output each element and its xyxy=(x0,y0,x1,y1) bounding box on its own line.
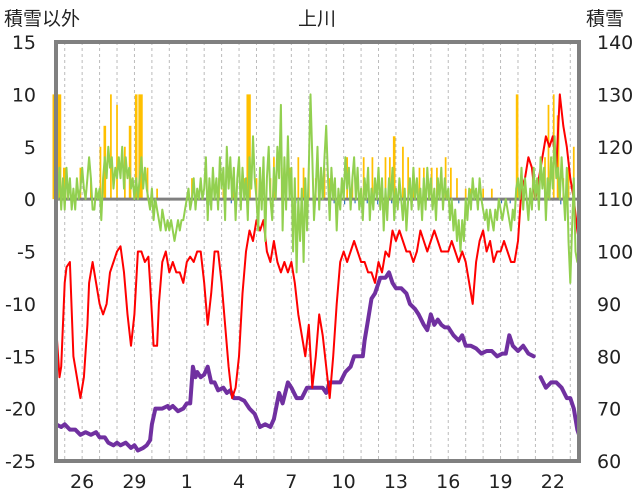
precip-bar xyxy=(62,167,67,200)
wind-line xyxy=(55,93,580,284)
precip-bar xyxy=(246,94,251,200)
precip-bar xyxy=(302,167,305,200)
left-tick-label: -25 xyxy=(5,451,36,473)
wind-series xyxy=(55,93,580,284)
snow_depth-line xyxy=(538,375,581,437)
precip-bar xyxy=(323,167,326,200)
x-tick-label: 22 xyxy=(541,471,565,493)
right-tick-label: 60 xyxy=(597,451,621,473)
precip_neg-bar xyxy=(230,199,232,204)
right-axis-ticks: 140 130 120 110 100 90 80 70 60 xyxy=(597,32,633,473)
precip_neg-bar xyxy=(366,199,368,204)
x-tick-label: 29 xyxy=(122,471,146,493)
right-tick-label: 80 xyxy=(597,346,621,368)
left-axis-ticks: 15 10 5 0 -5 -10 -15 -20 -25 xyxy=(5,32,36,473)
x-tick-label: 10 xyxy=(332,471,356,493)
precip_neg-bar xyxy=(354,199,356,204)
precip-bar xyxy=(99,146,102,200)
chart-title: 上川 xyxy=(298,8,337,30)
snow-depth-series xyxy=(54,270,581,453)
precip-bar xyxy=(418,167,421,200)
precip-bar xyxy=(449,167,452,200)
precip-bar xyxy=(138,94,143,200)
precip-bar xyxy=(384,157,387,200)
precip-bar xyxy=(567,167,570,200)
precip-bar xyxy=(515,94,519,200)
precip_neg-bar xyxy=(458,199,460,204)
right-tick-label: 130 xyxy=(597,84,633,106)
snow_depth-line xyxy=(54,270,536,453)
left-axis-title: 積雪以外 xyxy=(4,8,81,30)
right-tick-label: 90 xyxy=(597,294,621,316)
precip-bar xyxy=(116,104,118,200)
precip-bar xyxy=(128,125,132,200)
temperature-series xyxy=(55,93,580,400)
precip-bar xyxy=(402,146,404,200)
right-axis-title: 積雪 xyxy=(586,8,625,30)
precip-bar xyxy=(156,188,158,200)
x-axis-ticks: 26 29 1 4 7 10 13 16 19 22 xyxy=(70,471,565,493)
x-tick-label: 7 xyxy=(285,471,297,493)
plot-border xyxy=(54,40,581,463)
x-tick-label: 1 xyxy=(181,471,193,493)
precip-bar xyxy=(110,94,112,200)
precip-bar xyxy=(407,157,410,200)
plot-frame xyxy=(54,40,581,463)
precip-bar xyxy=(371,157,374,200)
right-tick-label: 110 xyxy=(597,189,633,211)
right-tick-label: 140 xyxy=(597,32,633,54)
x-tick-label: 26 xyxy=(70,471,94,493)
precip_neg-bar xyxy=(560,199,562,205)
left-tick-label: -5 xyxy=(17,242,36,264)
right-tick-label: 70 xyxy=(597,399,621,421)
precip-bar xyxy=(572,146,575,200)
x-tick-label: 16 xyxy=(436,471,460,493)
precip-bar xyxy=(146,167,149,200)
precip-bar xyxy=(490,188,493,200)
precip-bar xyxy=(297,157,300,200)
x-tick-label: 19 xyxy=(488,471,512,493)
precip-bar xyxy=(456,178,458,200)
precip-bar xyxy=(547,104,550,200)
right-tick-label: 100 xyxy=(597,242,633,264)
precip-bar xyxy=(464,188,467,200)
x-tick-label: 13 xyxy=(384,471,408,493)
precip_neg-bar xyxy=(391,199,393,204)
left-tick-label: 15 xyxy=(12,32,36,54)
precip-bar xyxy=(482,188,484,200)
precip_neg-bar xyxy=(343,199,346,205)
right-tick-label: 120 xyxy=(597,137,633,159)
left-tick-label: -10 xyxy=(5,294,36,316)
precip-bar xyxy=(556,115,560,200)
temperature-line xyxy=(55,93,580,400)
precip_neg-bar xyxy=(377,199,379,205)
precip_neg-bar xyxy=(500,199,503,204)
precip_neg-bar xyxy=(509,199,511,204)
precip_neg-bar xyxy=(333,199,335,204)
precip-bar xyxy=(392,136,396,200)
left-tick-label: -15 xyxy=(5,346,36,368)
precip-bar xyxy=(134,94,138,200)
left-tick-label: 10 xyxy=(12,84,36,106)
left-tick-label: 5 xyxy=(24,137,36,159)
left-tick-label: 0 xyxy=(24,189,36,211)
x-tick-label: 4 xyxy=(233,471,245,493)
precip-bar xyxy=(328,178,331,200)
left-tick-label: -20 xyxy=(5,399,36,421)
